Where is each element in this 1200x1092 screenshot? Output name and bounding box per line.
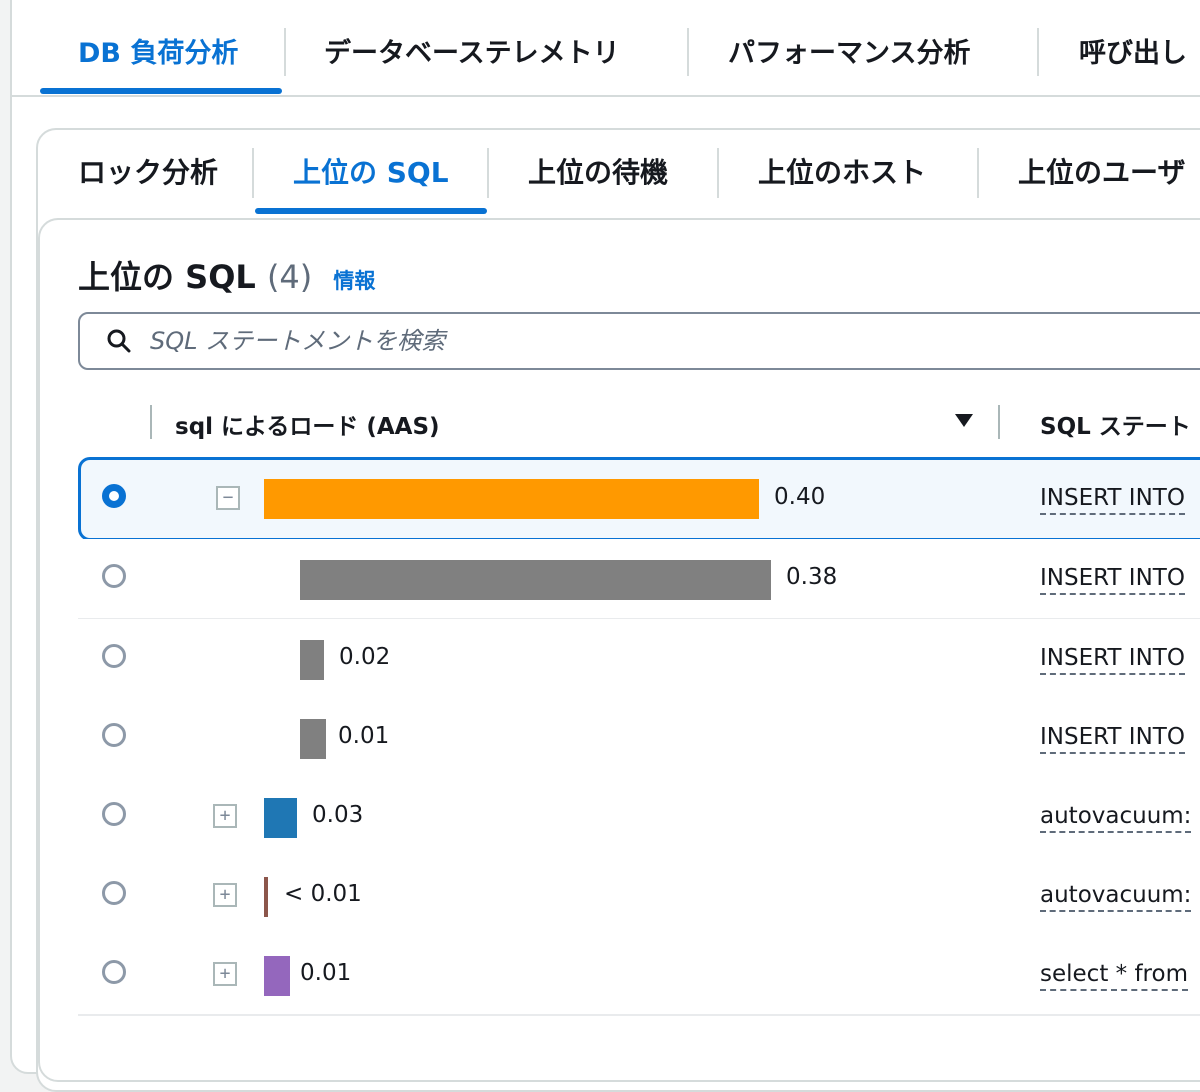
load-bar <box>264 798 297 838</box>
sql-statement-link[interactable]: INSERT INTO <box>1040 483 1185 515</box>
tab-bar-divider <box>12 95 1200 97</box>
tab-top-waits[interactable]: 上位の待機 <box>528 156 669 189</box>
tab-divider <box>1037 28 1039 76</box>
load-bar <box>300 560 771 600</box>
row-radio-selected[interactable] <box>102 484 126 508</box>
load-value: 0.01 <box>300 960 352 986</box>
search-icon <box>107 329 131 353</box>
load-value: 0.38 <box>786 564 838 590</box>
row-radio[interactable] <box>102 723 126 747</box>
row-radio[interactable] <box>102 802 126 826</box>
panel-header: 上位の SQL (4) 情報 <box>78 252 375 298</box>
tab-calls[interactable]: 呼び出し <box>1079 38 1187 69</box>
load-value: 0.01 <box>338 723 390 749</box>
row-radio[interactable] <box>102 564 126 588</box>
table-row[interactable]: 0.02 INSERT INTO <box>78 619 1200 700</box>
tab-database-telemetry[interactable]: データベーステレメトリ <box>324 38 620 69</box>
load-value: 0.03 <box>312 802 364 828</box>
panel-title: 上位の SQL <box>78 258 256 296</box>
load-bar <box>264 479 759 519</box>
tab-divider <box>284 28 286 76</box>
primary-tab-bar: DB 負荷分析 データベーステレメトリ パフォーマンス分析 呼び出し <box>0 0 1200 98</box>
tab-db-load-analysis[interactable]: DB 負荷分析 <box>78 38 239 69</box>
collapse-icon[interactable]: − <box>216 486 240 510</box>
sql-statement-link[interactable]: autovacuum: <box>1040 801 1192 833</box>
table-row[interactable]: + 0.03 autovacuum: <box>78 777 1200 858</box>
tab-top-hosts[interactable]: 上位のホスト <box>758 156 927 189</box>
load-bar <box>300 719 326 759</box>
table-row[interactable]: 0.01 INSERT INTO <box>78 698 1200 779</box>
table-row[interactable]: − 0.40 INSERT INTO <box>78 457 1200 541</box>
sort-descending-icon[interactable] <box>954 412 974 428</box>
table-row[interactable]: + 0.01 select * from <box>78 935 1200 1016</box>
tab-divider <box>717 148 719 198</box>
load-value: 0.40 <box>774 484 826 510</box>
row-radio[interactable] <box>102 960 126 984</box>
search-box <box>78 312 1200 370</box>
active-tab-indicator <box>40 88 282 94</box>
row-radio[interactable] <box>102 644 126 668</box>
tab-top-users[interactable]: 上位のユーザ <box>1018 156 1186 189</box>
load-bar <box>300 640 324 680</box>
table-header: sql によるロード (AAS) SQL ステート <box>78 392 1200 452</box>
tab-top-sql[interactable]: 上位の SQL <box>293 156 449 189</box>
row-radio[interactable] <box>102 881 126 905</box>
active-tab-indicator <box>255 208 487 214</box>
load-value: < 0.01 <box>284 881 362 907</box>
load-bar <box>264 877 268 917</box>
column-divider[interactable] <box>998 405 1000 439</box>
column-divider <box>150 405 152 439</box>
tab-divider <box>977 148 979 198</box>
expand-icon[interactable]: + <box>213 804 237 828</box>
expand-icon[interactable]: + <box>213 962 237 986</box>
sql-statement-link[interactable]: INSERT INTO <box>1040 643 1185 675</box>
tab-divider <box>687 28 689 76</box>
search-input[interactable] <box>148 320 1152 362</box>
table-row[interactable]: 0.38 INSERT INTO <box>78 539 1200 620</box>
sql-statement-link[interactable]: INSERT INTO <box>1040 563 1185 595</box>
table-row[interactable]: + < 0.01 autovacuum: <box>78 856 1200 937</box>
tab-divider <box>252 148 254 198</box>
expand-icon[interactable]: + <box>213 883 237 907</box>
info-link[interactable]: 情報 <box>333 269 376 293</box>
load-bar <box>264 956 290 996</box>
tab-performance-analysis[interactable]: パフォーマンス分析 <box>728 38 971 69</box>
tab-divider <box>487 148 489 198</box>
column-header-sql-statement[interactable]: SQL ステート <box>1040 414 1191 440</box>
column-header-load[interactable]: sql によるロード (AAS) <box>175 414 440 440</box>
panel-count: (4) <box>266 258 313 296</box>
sql-statement-link[interactable]: select * from <box>1040 959 1188 991</box>
sql-statement-link[interactable]: autovacuum: <box>1040 880 1192 912</box>
load-value: 0.02 <box>339 644 391 670</box>
sql-statement-link[interactable]: INSERT INTO <box>1040 722 1185 754</box>
tab-lock-analysis[interactable]: ロック分析 <box>78 156 219 189</box>
